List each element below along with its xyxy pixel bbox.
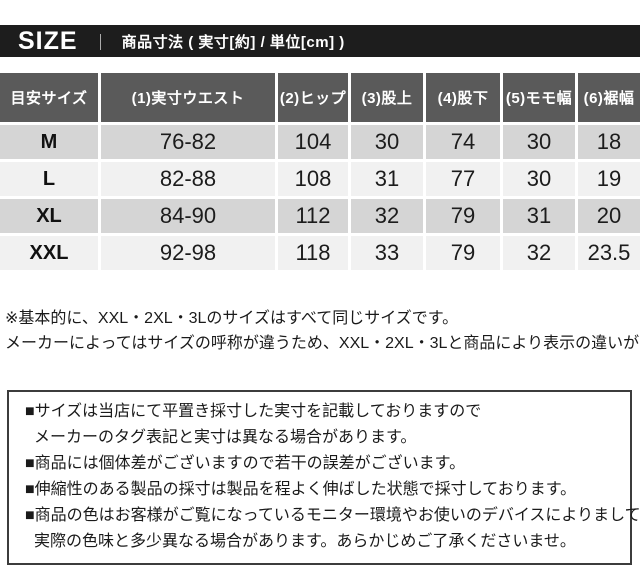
- table-cell: 118: [278, 236, 348, 270]
- size-table-header-row: 目安サイズ (1)実寸ウエスト (2)ヒップ (3)股上 (4)股下 (5)モモ幅 (6)裾…: [0, 73, 640, 122]
- size-title-bar: SIZE ｜ 商品寸法 ( 実寸[約] / 単位[cm] ): [0, 25, 640, 57]
- title-separator: ｜: [92, 35, 109, 52]
- table-row: XL 84-90 112 32 79 31 20: [0, 199, 640, 233]
- size-label-cell: L: [0, 162, 98, 196]
- table-cell: 82-88: [101, 162, 275, 196]
- table-cell: 33: [351, 236, 423, 270]
- table-cell: 108: [278, 162, 348, 196]
- table-cell: 74: [426, 125, 500, 159]
- table-cell: 19: [578, 162, 640, 196]
- header-cell: (1)実寸ウエスト: [101, 73, 275, 122]
- table-cell: 30: [503, 125, 575, 159]
- table-cell: 104: [278, 125, 348, 159]
- header-cell: (3)股上: [351, 73, 423, 122]
- table-row: XXL 92-98 118 33 79 32 23.5: [0, 236, 640, 270]
- size-label-cell: XL: [0, 199, 98, 233]
- size-table-body: M 76-82 104 30 74 30 18 L 82-88 108 31 77 30 19 XL 84-9…: [0, 125, 640, 270]
- table-cell: 76-82: [101, 125, 275, 159]
- header-cell: 目安サイズ: [0, 73, 98, 122]
- header-cell: (5)モモ幅: [503, 73, 575, 122]
- table-cell: 30: [351, 125, 423, 159]
- disclaimer-box: ■サイズは当店にて平置き採寸した実寸を記載しておりますのでメーカーのタグ表記と実…: [7, 390, 640, 565]
- table-cell: 92-98: [101, 236, 275, 270]
- header-cell: (2)ヒップ: [278, 73, 348, 122]
- disclaimer-line: ■商品には個体差がございますので若干の誤差がございます。: [25, 455, 466, 472]
- table-row: M 76-82 104 30 74 30 18: [0, 125, 640, 159]
- size-label-cell: XXL: [0, 236, 98, 270]
- table-row: L 82-88 108 31 77 30 19: [0, 162, 640, 196]
- size-note-line-1: ※基本的に、XXL・2XL・3Lのサイズはすべて同じサイズです。: [5, 310, 459, 327]
- size-title-label: SIZE: [18, 26, 78, 55]
- size-label-cell: M: [0, 125, 98, 159]
- table-cell: 31: [503, 199, 575, 233]
- table-cell: 18: [578, 125, 640, 159]
- table-cell: 32: [503, 236, 575, 270]
- disclaimer-line: ■サイズは当店にて平置き採寸した実寸を記載しておりますので: [25, 403, 482, 420]
- table-cell: 79: [426, 236, 500, 270]
- disclaimer-line: ■伸縮性のある製品の採寸は製品を程よく伸ばした状態で採寸しております。: [25, 481, 577, 498]
- table-cell: 31: [351, 162, 423, 196]
- table-cell: 30: [503, 162, 575, 196]
- table-cell: 112: [278, 199, 348, 233]
- table-cell: 77: [426, 162, 500, 196]
- size-table: 目安サイズ (1)実寸ウエスト (2)ヒップ (3)股上 (4)股下 (5)モモ幅 (6)裾…: [0, 70, 640, 273]
- table-cell: 32: [351, 199, 423, 233]
- disclaimer-line: ■商品の色はお客様がご覧になっているモニター環境やお使いのデバイスによりましても: [25, 507, 640, 524]
- disclaimer-line: メーカーのタグ表記と実寸は異なる場合があります。: [34, 429, 417, 446]
- table-cell: 23.5: [578, 236, 640, 270]
- table-cell: 79: [426, 199, 500, 233]
- table-cell: 84-90: [101, 199, 275, 233]
- disclaimer-line: 実際の色味と多少異なる場合があります。あらかじめご了承くださいませ。: [34, 533, 576, 550]
- header-cell: (4)股下: [426, 73, 500, 122]
- table-cell: 20: [578, 199, 640, 233]
- header-cell: (6)裾幅: [578, 73, 640, 122]
- size-equivalence-note: ※基本的に、XXL・2XL・3Lのサイズはすべて同じサイズです。 メーカーによっ…: [5, 306, 640, 356]
- size-note-line-2: メーカーによってはサイズの呼称が違うため、XXL・2XL・3Lと商品により表示の…: [5, 335, 640, 352]
- size-title-subtitle: 商品寸法 ( 実寸[約] / 単位[cm] ): [121, 33, 345, 51]
